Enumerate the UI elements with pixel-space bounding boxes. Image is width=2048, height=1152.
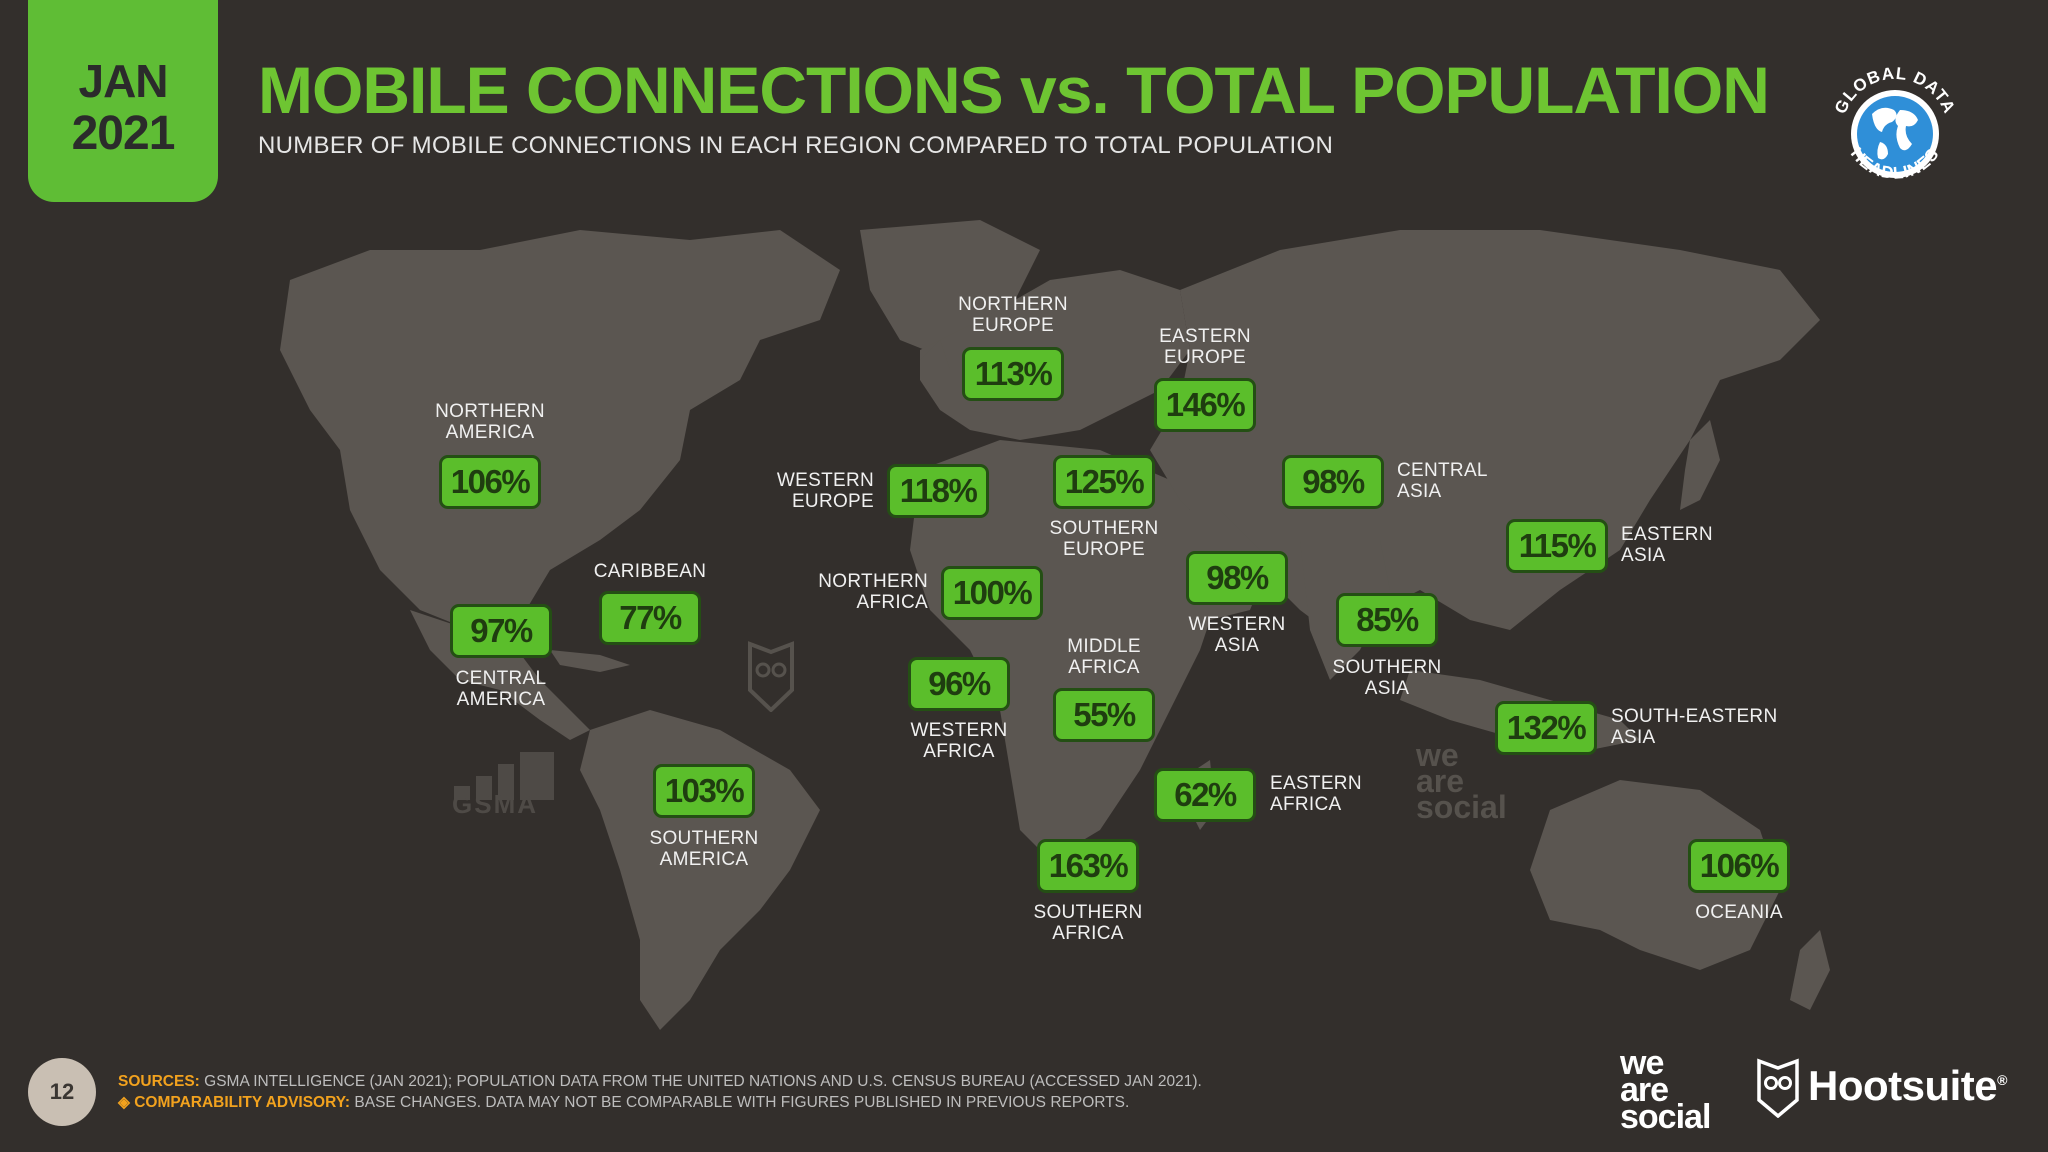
value-oceania: 106% (1688, 839, 1790, 893)
advisory-text: BASE CHANGES. DATA MAY NOT BE COMPARABLE… (350, 1094, 1130, 1111)
label-western-asia: WESTERN ASIA (1188, 614, 1286, 656)
value-southern-europe: 125% (1053, 455, 1155, 509)
label-northern-america: NORTHERN AMERICA (435, 401, 545, 443)
we-are-social-logo: we are social (1620, 1044, 1711, 1136)
land-asia (1150, 230, 1820, 640)
label-southern-europe: SOUTHERN EUROPE (1049, 518, 1159, 560)
label-central-america: CENTRAL AMERICA (455, 668, 547, 710)
land-south-america (580, 710, 820, 1030)
hootsuite-name: Hootsuite (1808, 1062, 1998, 1109)
value-western-africa: 96% (908, 657, 1010, 711)
label-eastern-africa: EASTERN AFRICA (1270, 773, 1362, 815)
hootsuite-registered-mark: ® (1997, 1072, 2007, 1088)
label-western-africa: WESTERN AFRICA (910, 720, 1008, 762)
value-eastern-asia: 115% (1506, 519, 1608, 573)
footer-sources: SOURCES: GSMA INTELLIGENCE (JAN 2021); P… (118, 1071, 1202, 1113)
land-north-america (280, 230, 840, 630)
was-word-2: are (1620, 1071, 1669, 1109)
value-northern-africa: 100% (941, 566, 1043, 620)
date-year: 2021 (71, 107, 176, 160)
hootsuite-owl-watermark-icon (748, 641, 794, 712)
land-caribbean (550, 650, 630, 672)
label-western-europe: WESTERN EUROPE (776, 470, 874, 512)
page-subtitle: NUMBER OF MOBILE CONNECTIONS IN EACH REG… (258, 132, 1334, 159)
value-southern-america: 103% (653, 764, 755, 818)
label-caribbean: CARIBBEAN (593, 561, 707, 582)
label-eastern-europe: EASTERN EUROPE (1159, 326, 1251, 368)
gsma-watermark-text: GSMA (452, 789, 538, 819)
date-badge: JAN 2021 (28, 0, 218, 202)
value-southern-asia: 85% (1336, 593, 1438, 647)
label-southern-america: SOUTHERN AMERICA (649, 828, 759, 870)
label-southern-africa: SOUTHERN AFRICA (1033, 902, 1143, 944)
sources-label: SOURCES: (118, 1073, 200, 1090)
hootsuite-logo-text: Hootsuite® (1808, 1062, 2007, 1110)
hootsuite-owl-icon (1757, 1058, 1799, 1118)
label-south-eastern-asia: SOUTH-EASTERN ASIA (1611, 706, 1778, 748)
land-japan (1680, 420, 1720, 510)
advisory-label: ◈ COMPARABILITY ADVISORY: (118, 1094, 351, 1111)
value-central-america: 97% (450, 604, 552, 658)
sources-text: GSMA INTELLIGENCE (JAN 2021); POPULATION… (199, 1073, 1202, 1090)
land-australia (1530, 780, 1780, 970)
land-greenland (860, 220, 1040, 360)
land-uk (920, 340, 950, 390)
label-central-asia: CENTRAL ASIA (1397, 460, 1488, 502)
value-northern-europe: 113% (962, 347, 1064, 401)
date-month: JAN (78, 55, 168, 107)
advisory-line: ◈ COMPARABILITY ADVISORY: BASE CHANGES. … (118, 1092, 1202, 1113)
sources-line: SOURCES: GSMA INTELLIGENCE (JAN 2021); P… (118, 1071, 1202, 1092)
value-central-asia: 98% (1282, 455, 1384, 509)
page-title: MOBILE CONNECTIONS vs. TOTAL POPULATION (258, 53, 1770, 127)
gsma-bars-icon (454, 752, 554, 800)
we-are-social-watermark: we are social (1416, 737, 1507, 825)
label-middle-africa: MIDDLE AFRICA (1067, 636, 1141, 678)
value-southern-africa: 163% (1037, 839, 1139, 893)
value-eastern-europe: 146% (1154, 378, 1256, 432)
watermark-word-1: we (1416, 737, 1459, 773)
watermark-word-2: are (1416, 763, 1465, 799)
label-oceania: OCEANIA (1695, 902, 1783, 923)
label-northern-europe: NORTHERN EUROPE (958, 294, 1068, 336)
watermark-word-3: social (1416, 789, 1507, 825)
label-northern-africa: NORTHERN AFRICA (818, 571, 928, 613)
land-new-zealand (1790, 930, 1830, 1010)
value-northern-america: 106% (439, 455, 541, 509)
value-middle-africa: 55% (1053, 688, 1155, 742)
label-southern-asia: SOUTHERN ASIA (1332, 657, 1442, 699)
value-south-eastern-asia: 132% (1495, 701, 1597, 755)
value-western-asia: 98% (1186, 551, 1288, 605)
land-africa (910, 440, 1220, 860)
page-number: 12 (28, 1058, 96, 1126)
label-eastern-asia: EASTERN ASIA (1621, 524, 1713, 566)
value-western-europe: 118% (887, 464, 989, 518)
was-word-3: social (1620, 1098, 1711, 1136)
value-eastern-africa: 62% (1154, 768, 1256, 822)
global-data-headlines-logo: GLOBAL DATA HEADLINES (1831, 64, 1958, 183)
was-word-1: we (1620, 1044, 1664, 1082)
value-caribbean: 77% (599, 591, 701, 645)
